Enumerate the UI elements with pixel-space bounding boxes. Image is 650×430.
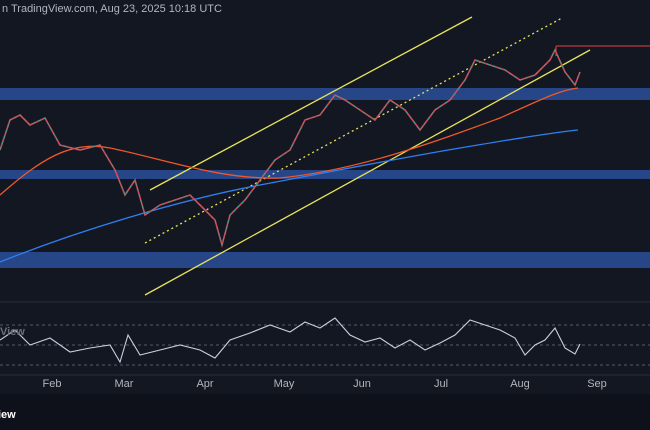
month-label: Sep [587,378,607,390]
channel-upper [149,16,473,191]
moving-average-200 [0,129,579,263]
rsi-line [0,317,581,364]
month-label: May [274,378,295,390]
zone [0,88,650,100]
moving-average-100 [0,87,579,196]
month-label: Aug [510,378,530,390]
channel-lower [144,49,591,296]
month-label: Feb [43,378,62,390]
month-label: Mar [115,378,134,390]
footer [0,394,650,430]
zone [0,170,650,179]
channel-mid [144,17,563,244]
watermark: View [0,326,25,338]
time-axis: Feb Mar Apr May Jun Jul Aug Sep [43,378,607,390]
logo: iew [0,409,16,421]
month-label: Jun [353,378,371,390]
month-label: Jul [434,378,448,390]
zone [0,252,650,268]
header-caption: n TradingView.com, Aug 23, 2025 10:18 UT… [2,3,222,15]
month-label: Apr [196,378,213,390]
price-line-overlay [0,49,581,247]
